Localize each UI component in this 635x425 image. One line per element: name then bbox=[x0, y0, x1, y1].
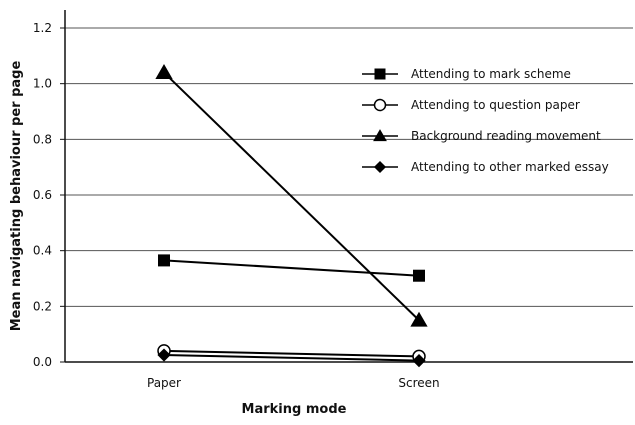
y-axis-title: Mean navigating behaviour per page bbox=[9, 61, 24, 332]
series-group bbox=[158, 254, 425, 282]
data-point bbox=[158, 254, 170, 267]
legend-label: Attending to other marked essay bbox=[411, 160, 609, 174]
series bbox=[155, 63, 428, 368]
data-point bbox=[373, 160, 387, 174]
data-point bbox=[157, 348, 171, 362]
x-tick-label: Screen bbox=[398, 376, 439, 390]
x-tick-label: Paper bbox=[147, 376, 181, 390]
legend-label: Attending to question paper bbox=[411, 98, 580, 112]
y-tick-label: 0.0 bbox=[33, 355, 52, 369]
legend-item: Attending to other marked essay bbox=[362, 160, 609, 174]
y-tick-label: 1.0 bbox=[33, 77, 52, 91]
series-line bbox=[163, 349, 420, 358]
y-tick-label: 1.2 bbox=[33, 21, 52, 35]
legend-label: Background reading movement bbox=[411, 129, 601, 143]
gridlines bbox=[65, 27, 633, 307]
data-point bbox=[374, 68, 386, 80]
data-point bbox=[410, 311, 428, 327]
y-tick-label: 0.6 bbox=[33, 188, 52, 202]
data-point bbox=[413, 269, 425, 282]
legend: Attending to mark scheme Attending to que… bbox=[362, 67, 609, 174]
legend-item: Attending to mark scheme bbox=[362, 67, 571, 81]
data-point bbox=[412, 354, 426, 368]
x-axis-title: Marking mode bbox=[242, 402, 347, 417]
legend-label: Attending to mark scheme bbox=[411, 67, 571, 81]
series-line bbox=[163, 259, 420, 277]
series-line bbox=[163, 354, 420, 362]
tick-labels: 0.0 0.2 0.4 0.6 0.8 1.0 1.2 Paper Screen bbox=[33, 21, 440, 390]
data-point bbox=[373, 129, 387, 142]
series-group bbox=[155, 63, 428, 327]
y-tick-label: 0.2 bbox=[33, 299, 52, 313]
data-point bbox=[155, 63, 173, 79]
series-group bbox=[157, 348, 426, 368]
legend-item: Background reading movement bbox=[362, 129, 601, 143]
y-tick-label: 0.8 bbox=[33, 132, 52, 146]
series-line bbox=[163, 71, 420, 321]
data-point bbox=[373, 98, 387, 112]
axes bbox=[60, 10, 633, 363]
y-tick-label: 0.4 bbox=[33, 244, 52, 258]
legend-item: Attending to question paper bbox=[362, 98, 580, 112]
